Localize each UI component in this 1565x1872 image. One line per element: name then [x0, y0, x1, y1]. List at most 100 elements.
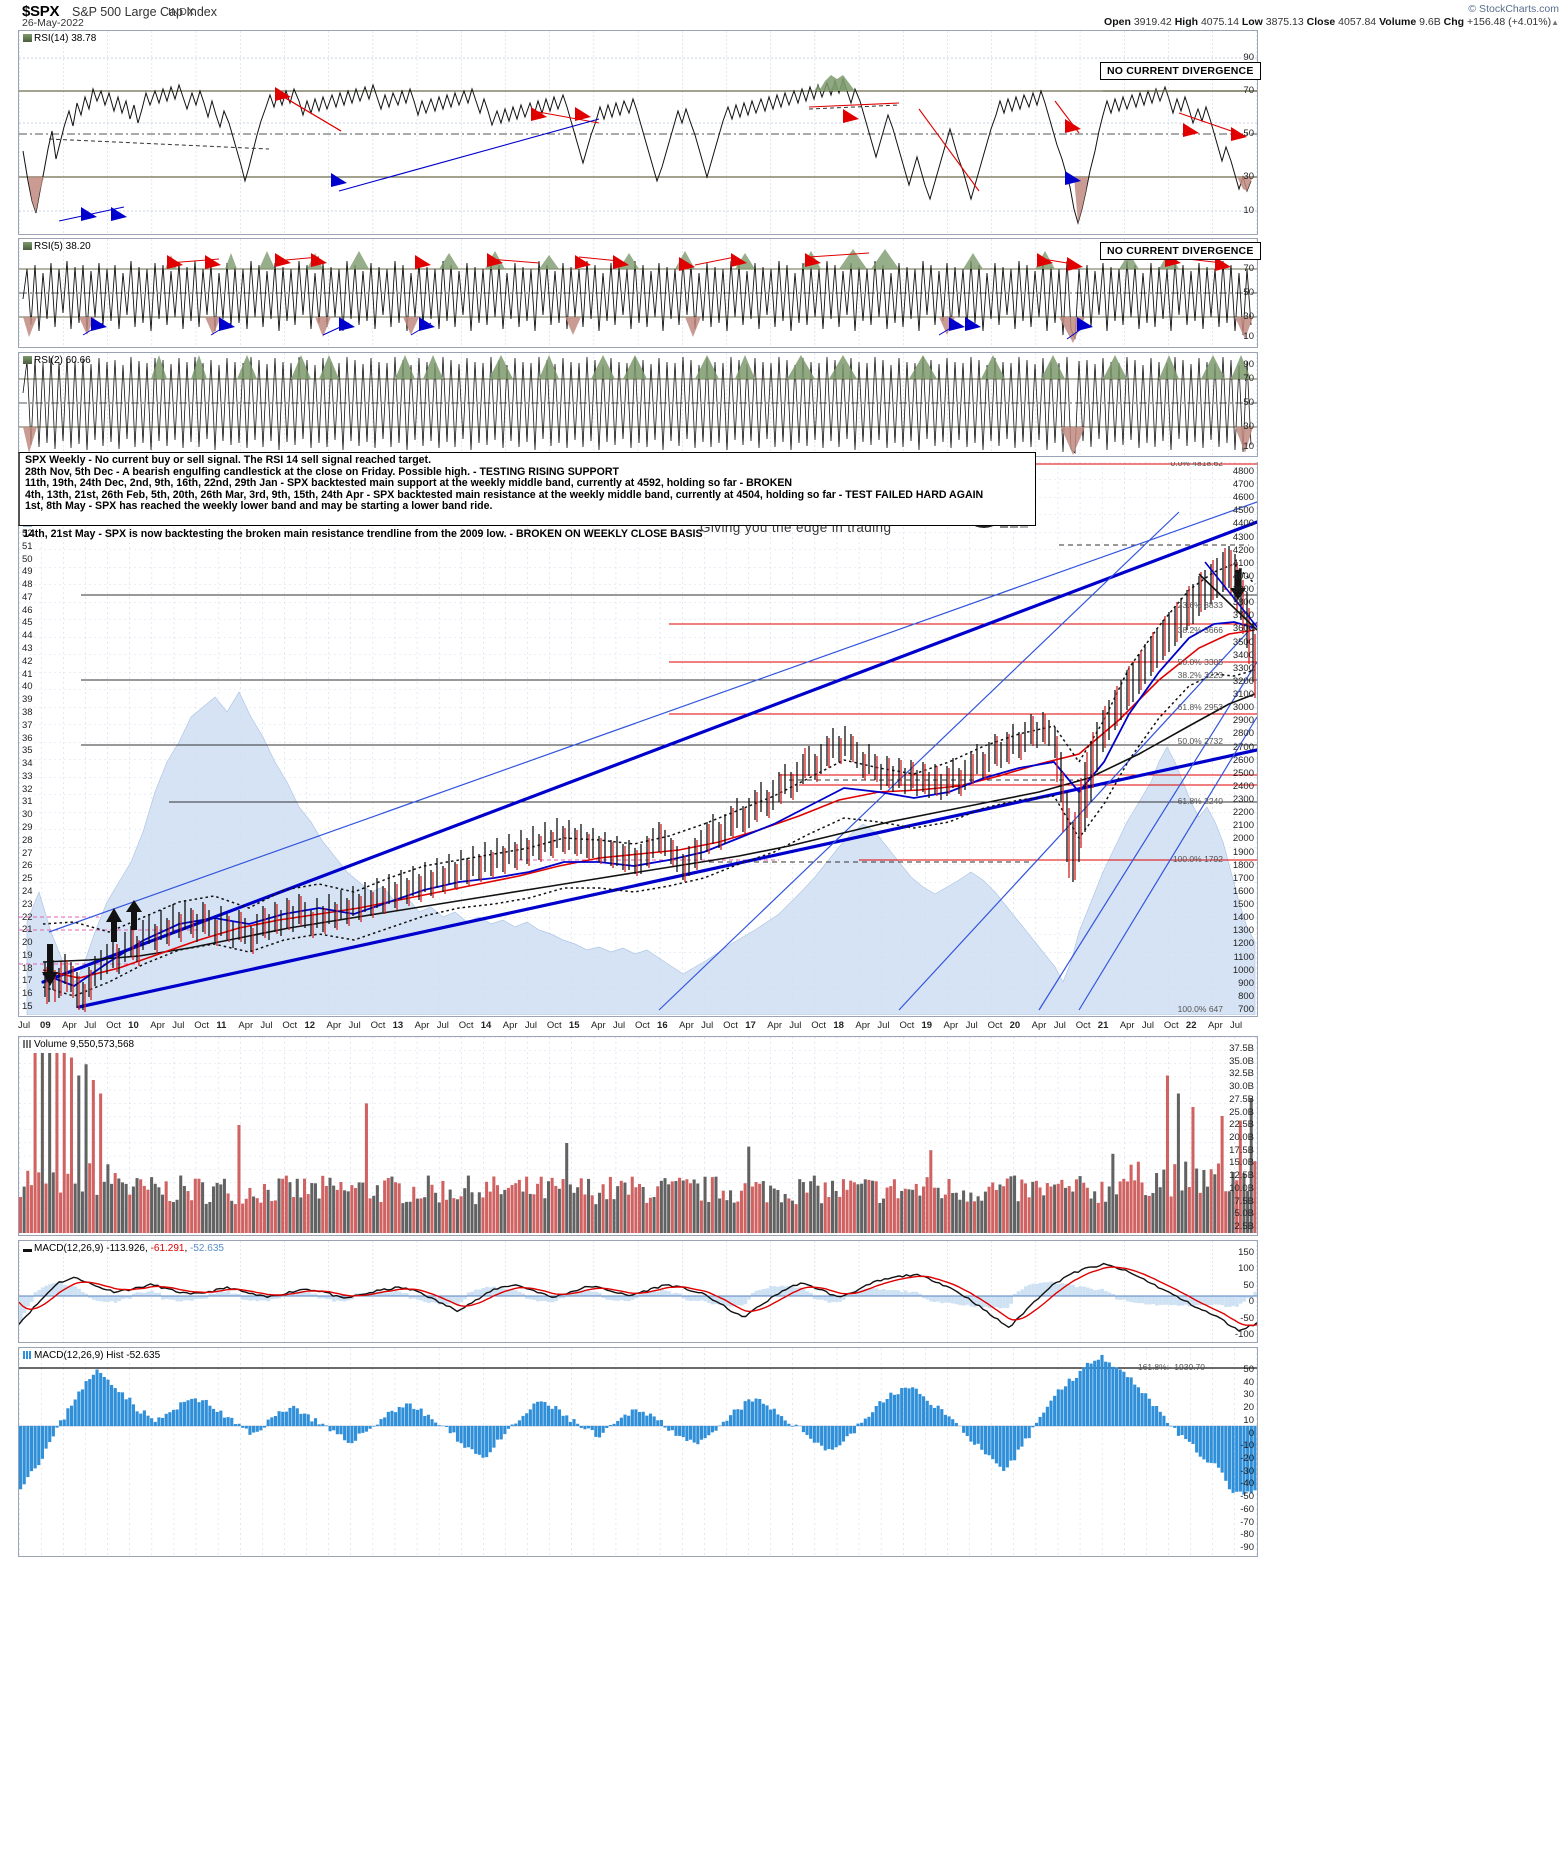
volume-ytick-12.5B: 12.5B [1229, 1170, 1254, 1182]
macd-hist-ytick-10: 10 [1243, 1414, 1254, 1426]
x-axis-label-15-25: 15 [568, 1020, 580, 1031]
macd-hist-ytick--90: -90 [1240, 1542, 1254, 1553]
x-axis-label-12-13: 12 [304, 1020, 316, 1031]
x-axis-label-20-45: 20 [1009, 1020, 1021, 1031]
price-ytick-2300: 2300 [1232, 794, 1254, 806]
ohlc-quote-bar: Open 3919.42 High 4075.14 Low 3875.13 Cl… [1104, 16, 1559, 28]
price-ytick-2100: 2100 [1232, 820, 1254, 832]
price-ytick-4100: 4100 [1232, 557, 1254, 569]
symbol-name: S&P 500 Large Cap Index [72, 5, 218, 19]
fib-label-9: 100.0% 647 [1177, 1004, 1223, 1014]
volume-ytick-15.0B: 15.0B [1229, 1157, 1254, 1169]
x-axis-label-Jul-3: Jul [84, 1020, 97, 1031]
price-ytick-2700: 2700 [1232, 741, 1254, 753]
price-ytick-3400: 3400 [1232, 649, 1254, 661]
x-axis-label-Oct-16: Oct [370, 1020, 386, 1031]
macd-hist-legend: MACD(12,26,9) Hist -52.635 [23, 1350, 160, 1361]
volume-ytick-2.5B: 2.5B [1234, 1221, 1254, 1232]
macd-hist-legend-text: MACD(12,26,9) Hist -52.635 [34, 1350, 161, 1361]
high-value: 4075.14 [1200, 16, 1239, 28]
x-axis-label-Apr-34: Apr [767, 1020, 783, 1031]
price-ratio-ytick-32: 32 [22, 783, 33, 795]
rsi14-panel: RSI(14) 38.78 90 70 50 30 10 [18, 30, 1258, 235]
x-axis-label-Oct-8: Oct [194, 1020, 210, 1031]
macd-ytick--100: -100 [1234, 1329, 1254, 1340]
price-ytick-2000: 2000 [1232, 833, 1254, 845]
macd-hist-ytick-50: 50 [1243, 1364, 1254, 1375]
macd-hist-ytick--80: -80 [1240, 1529, 1254, 1541]
volume-ytick-32.5B: 32.5B [1229, 1068, 1254, 1080]
commentary-line-3: 11th, 19th, 24th Dec, 2nd, 9th, 16th, 22… [25, 477, 793, 490]
macd-hist-ytick--60: -60 [1240, 1503, 1254, 1515]
macd-legend: MACD(12,26,9) -113.926, -61.291, -52.635 [23, 1243, 224, 1254]
volume-panel: Volume 9,550,573,568 37.5B 35.0B 32.5B 30.0… [18, 1036, 1258, 1236]
x-axis-label-Oct-4: Oct [106, 1020, 121, 1031]
price-svg [19, 462, 1257, 1015]
price-ytick-1500: 1500 [1232, 899, 1254, 911]
open-label: Open [1104, 16, 1131, 28]
open-value: 3919.42 [1133, 16, 1172, 28]
price-ytick-4700: 4700 [1232, 479, 1254, 491]
macd-hist-ytick--50: -50 [1240, 1491, 1254, 1503]
x-axis-label-Apr-14: Apr [326, 1020, 342, 1031]
commentary-line-1: SPX Weekly - No current buy or sell sign… [25, 454, 432, 466]
rsi5-ytick-50: 50 [1243, 287, 1254, 298]
macd-hist-panel: MACD(12,26,9) Hist -52.635 161.8%: -1930… [18, 1347, 1258, 1557]
volume-bars-icon [23, 1040, 32, 1048]
x-axis-label-Apr-18: Apr [414, 1020, 430, 1031]
x-axis-label-Jul-15: Jul [348, 1020, 361, 1031]
price-ratio-ytick-45: 45 [22, 617, 33, 629]
macd-hist-ytick--40: -40 [1240, 1478, 1254, 1490]
x-axis-label-19-41: 19 [921, 1020, 933, 1031]
quote-date: 26-May-2022 [22, 17, 84, 29]
rsi2-ytick-90: 90 [1243, 359, 1254, 370]
x-axis-label-Jul-51: Jul [1141, 1020, 1154, 1031]
price-ytick-1000: 1000 [1232, 964, 1254, 976]
low-label: Low [1241, 16, 1263, 28]
macd-hist-icon [23, 1351, 32, 1359]
x-axis-label-Oct-32: Oct [723, 1020, 738, 1031]
price-ratio-ytick-49: 49 [22, 566, 33, 578]
price-ratio-ytick-19: 19 [22, 949, 33, 961]
rsi14-ytick-90: 90 [1243, 52, 1254, 63]
price-ratio-ytick-29: 29 [22, 822, 33, 833]
x-axis-label-Jul-35: Jul [789, 1020, 802, 1031]
price-ratio-ytick-38: 38 [22, 706, 33, 718]
rsi2-legend-text: RSI(2) 60.66 [34, 355, 91, 366]
x-axis-label-Apr-30: Apr [679, 1020, 694, 1031]
commentary-final-line: 14th, 21st May - SPX is now backtesting … [23, 528, 703, 540]
price-ytick-1900: 1900 [1232, 846, 1254, 858]
x-axis-label-17-33: 17 [745, 1020, 756, 1031]
low-value: 3875.13 [1265, 16, 1304, 28]
price-ytick-2500: 2500 [1232, 767, 1254, 779]
macd-legend-a: MACD(12,26,9) -113.926 [34, 1243, 145, 1254]
x-axis-label-Jul-31: Jul [701, 1020, 714, 1031]
price-ytick-4600: 4600 [1232, 492, 1254, 504]
rsi5-plot [19, 239, 1257, 347]
price-ratio-ytick-36: 36 [22, 732, 33, 744]
x-axis-label-Oct-36: Oct [811, 1020, 827, 1031]
price-ytick-3700: 3700 [1232, 610, 1254, 622]
price-ytick-3300: 3300 [1232, 662, 1254, 674]
x-axis-label-Jul-19: Jul [436, 1020, 449, 1031]
price-ytick-3500: 3500 [1232, 636, 1254, 648]
price-plot [19, 462, 1257, 1016]
macd-hist-ytick--20: -20 [1240, 1453, 1254, 1464]
volume-value: 9.6B [1419, 16, 1441, 28]
price-ytick-2800: 2800 [1232, 728, 1254, 740]
up-arrow-icon: ▲ [1551, 18, 1559, 27]
price-ratio-ytick-50: 50 [22, 553, 33, 565]
macd-ytick-100: 100 [1238, 1263, 1254, 1275]
x-axis-label-Oct-28: Oct [635, 1020, 650, 1031]
fib-label-7: 61.8% 2240 [1177, 796, 1223, 806]
x-axis-label-Jul-43: Jul [965, 1020, 978, 1031]
price-ratio-ytick-42: 42 [22, 655, 33, 667]
macd-plot [19, 1241, 1257, 1342]
price-ratio-ytick-23: 23 [22, 898, 33, 910]
macd-hist-svg [19, 1348, 1257, 1556]
volume-ytick-37.5B: 37.5B [1229, 1043, 1254, 1054]
fib-label-6: 50.0% 2732 [1177, 736, 1223, 746]
high-label: High [1174, 16, 1199, 28]
x-axis-label-Jul-11: Jul [260, 1020, 273, 1031]
